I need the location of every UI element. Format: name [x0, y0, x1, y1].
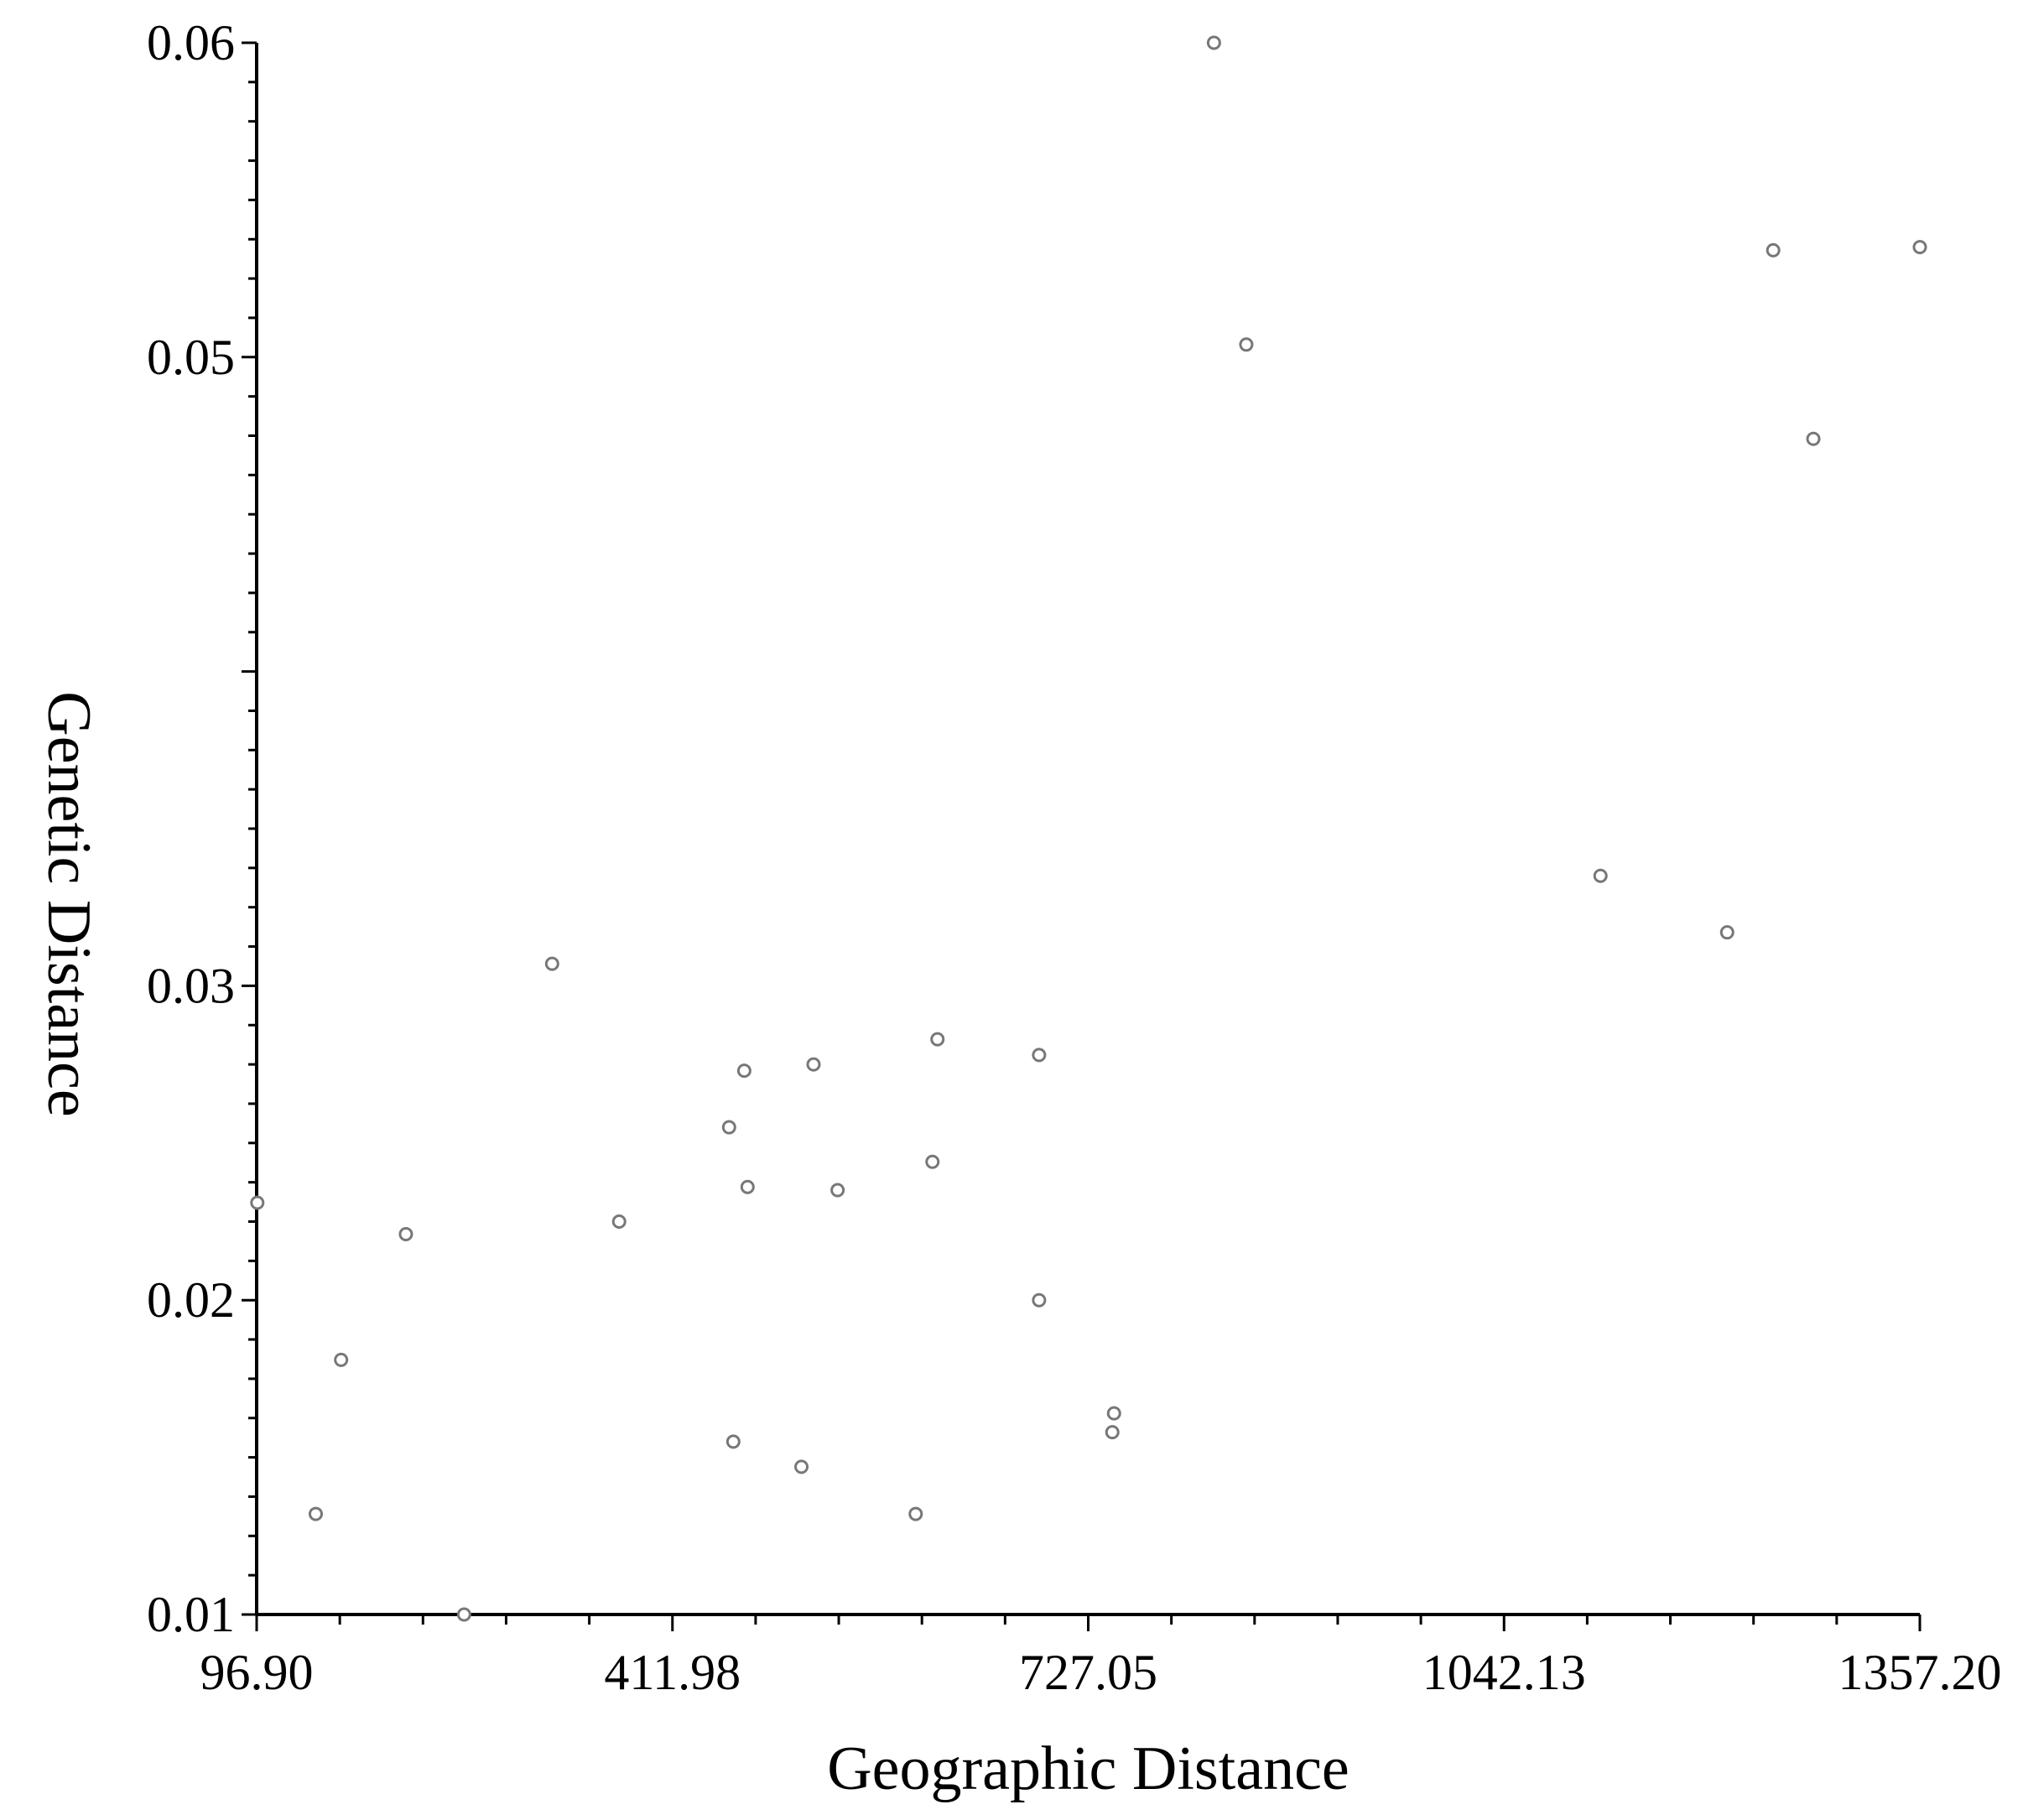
data-point	[1239, 337, 1254, 352]
data-point	[544, 956, 559, 971]
x-tick-label: 1357.20	[1838, 1645, 2002, 1700]
data-point	[611, 1214, 627, 1229]
y-axis-title: Genetic Distance	[34, 691, 103, 1117]
x-tick-label: 1042.13	[1422, 1645, 1586, 1700]
axis-ticks	[242, 41, 1922, 1631]
data-point	[1106, 1406, 1121, 1421]
y-tick-labels: 0.01 0.02 0.03 0.05 0.06	[147, 15, 235, 1642]
y-tick-label: 0.02	[147, 1272, 235, 1328]
data-points	[250, 35, 1927, 1622]
data-point	[725, 1434, 741, 1449]
data-point	[908, 1506, 923, 1521]
data-point	[1593, 868, 1608, 883]
data-point	[1719, 925, 1734, 940]
data-point	[308, 1506, 323, 1521]
data-point	[925, 1154, 940, 1169]
y-tick-label: 0.06	[147, 15, 235, 70]
data-point	[1766, 242, 1781, 257]
data-point	[806, 1057, 821, 1072]
data-point	[794, 1459, 809, 1474]
data-point	[930, 1032, 945, 1047]
data-point	[1032, 1048, 1047, 1063]
x-axis-title: Geographic Distance	[827, 1734, 1350, 1803]
data-point	[250, 1195, 265, 1210]
data-point	[398, 1226, 413, 1241]
x-tick-label: 96.90	[200, 1645, 314, 1700]
data-point	[1105, 1425, 1120, 1440]
data-point	[334, 1352, 349, 1367]
data-point	[1032, 1292, 1047, 1308]
x-tick-label: 411.98	[604, 1645, 741, 1700]
x-tick-labels: 96.90 411.98 727.05 1042.13 1357.20	[200, 1645, 2002, 1700]
data-point	[721, 1120, 736, 1135]
data-point	[1206, 35, 1221, 50]
data-point	[830, 1183, 845, 1198]
data-point	[1806, 431, 1821, 446]
x-tick-label: 727.05	[1019, 1645, 1157, 1700]
y-tick-label: 0.05	[147, 330, 235, 385]
data-point	[456, 1607, 471, 1622]
data-point	[736, 1063, 751, 1079]
y-tick-label: 0.03	[147, 958, 235, 1013]
data-point	[740, 1179, 755, 1194]
y-tick-label: 0.01	[147, 1587, 235, 1642]
data-point	[1912, 240, 1927, 255]
